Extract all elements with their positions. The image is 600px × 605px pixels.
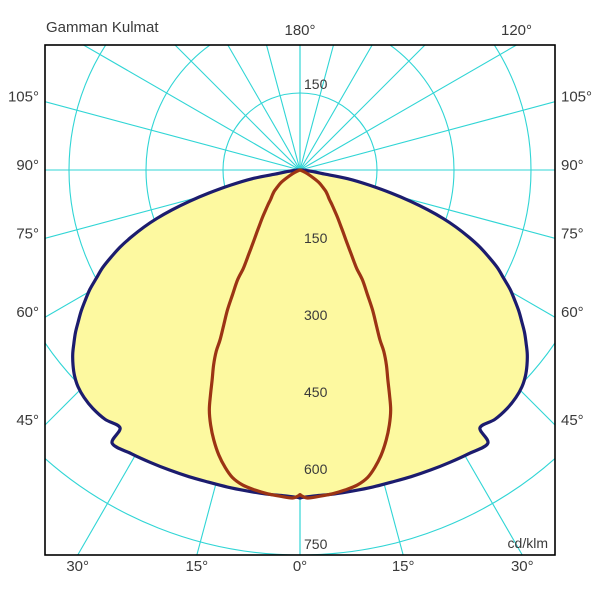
svg-text:0°: 0° xyxy=(293,558,307,575)
svg-text:75°: 75° xyxy=(561,225,584,242)
svg-text:60°: 60° xyxy=(16,304,39,321)
svg-text:90°: 90° xyxy=(561,157,584,174)
svg-text:45°: 45° xyxy=(16,412,39,429)
svg-text:30°: 30° xyxy=(66,558,89,575)
svg-text:75°: 75° xyxy=(16,225,39,242)
svg-text:450: 450 xyxy=(304,384,328,400)
svg-text:105°: 105° xyxy=(8,89,39,106)
svg-text:90°: 90° xyxy=(16,157,39,174)
svg-text:150: 150 xyxy=(304,230,328,246)
svg-text:45°: 45° xyxy=(561,412,584,429)
svg-text:30°: 30° xyxy=(511,558,534,575)
svg-text:180°: 180° xyxy=(284,22,315,39)
svg-text:300: 300 xyxy=(304,307,328,323)
svg-text:15°: 15° xyxy=(392,558,415,575)
svg-text:60°: 60° xyxy=(561,304,584,321)
svg-text:150: 150 xyxy=(304,76,328,92)
svg-text:750: 750 xyxy=(304,536,328,552)
svg-text:120°: 120° xyxy=(501,22,532,39)
svg-text:15°: 15° xyxy=(185,558,208,575)
svg-text:Gamman Kulmat: Gamman Kulmat xyxy=(46,19,159,36)
svg-text:600: 600 xyxy=(304,461,328,477)
svg-text:105°: 105° xyxy=(561,89,592,106)
svg-text:cd/klm: cd/klm xyxy=(508,535,548,551)
